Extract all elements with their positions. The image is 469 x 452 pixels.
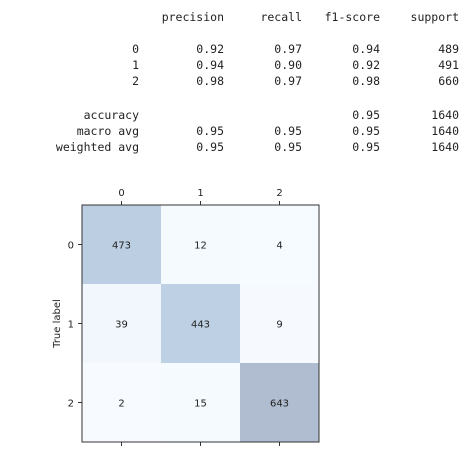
report-summary-label: accuracy — [83, 108, 139, 122]
report-support-value: 660 — [438, 74, 459, 88]
cell-value-label: 443 — [191, 320, 210, 331]
report-row-label: 2 — [132, 74, 139, 88]
report-recall-value: 0.97 — [274, 74, 302, 88]
classification-report: precision recall f1-score support 0 0.92 0.97 0… — [0, 0, 469, 160]
report-summary-label: macro avg — [76, 124, 139, 138]
x-tick-label: 1 — [197, 188, 203, 199]
report-row-label: 1 — [132, 58, 139, 72]
matrix-cell — [82, 205, 161, 284]
cell-value-label: 4 — [276, 241, 282, 252]
cell-value-label: 39 — [115, 320, 128, 331]
matrix-cell — [240, 205, 319, 284]
x-tick-label: 0 — [118, 188, 124, 199]
report-summary-f1: 0.95 — [352, 124, 380, 138]
report-summary-recall: 0.95 — [274, 124, 302, 138]
report-recall-value: 0.97 — [274, 42, 302, 56]
report-summary-support: 1640 — [431, 108, 459, 122]
report-summary-support: 1640 — [431, 124, 459, 138]
report-header-support: support — [410, 10, 459, 24]
cell-value-label: 12 — [194, 241, 207, 252]
cell-value-label: 643 — [270, 399, 289, 410]
y-tick-label: 1 — [68, 320, 74, 331]
cell-value-label: 15 — [194, 399, 207, 410]
matrix-cell — [161, 205, 240, 284]
report-header-recall: recall — [260, 10, 302, 24]
report-f1-value: 0.98 — [352, 74, 380, 88]
cell-value-label: 2 — [118, 399, 124, 410]
report-precision-value: 0.98 — [196, 74, 224, 88]
report-summary-recall: 0.95 — [274, 140, 302, 154]
matrix-cell — [240, 363, 319, 442]
report-summary-support: 1640 — [431, 140, 459, 154]
matrix-cell — [161, 284, 240, 363]
report-summary-f1: 0.95 — [352, 140, 380, 154]
confusion-matrix: 473124394439215643012012Predicted labelT… — [52, 188, 320, 446]
matrix-cell — [161, 363, 240, 442]
report-recall-value: 0.90 — [274, 58, 302, 72]
y-axis-label: True label — [52, 299, 63, 349]
report-precision-value: 0.94 — [196, 58, 224, 72]
report-f1-value: 0.94 — [352, 42, 380, 56]
matrix-cell — [240, 284, 319, 363]
report-row-label: 0 — [132, 42, 139, 56]
report-summary-f1: 0.95 — [352, 108, 380, 122]
cell-value-label: 473 — [112, 241, 131, 252]
y-tick-label: 0 — [68, 241, 74, 252]
cell-value-label: 9 — [276, 320, 282, 331]
report-summary-label: weighted avg — [55, 140, 139, 154]
report-header-precision: precision — [161, 10, 224, 24]
report-summary-precision: 0.95 — [196, 124, 224, 138]
report-summary-precision: 0.95 — [196, 140, 224, 154]
matrix-cell — [82, 363, 161, 442]
matrix-cell — [82, 284, 161, 363]
report-support-value: 491 — [438, 58, 459, 72]
y-tick-label: 2 — [68, 399, 74, 410]
report-support-value: 489 — [438, 42, 459, 56]
report-f1-value: 0.92 — [352, 58, 380, 72]
x-tick-label: 2 — [276, 188, 282, 199]
report-precision-value: 0.92 — [196, 42, 224, 56]
report-header-f1: f1-score — [324, 10, 380, 24]
